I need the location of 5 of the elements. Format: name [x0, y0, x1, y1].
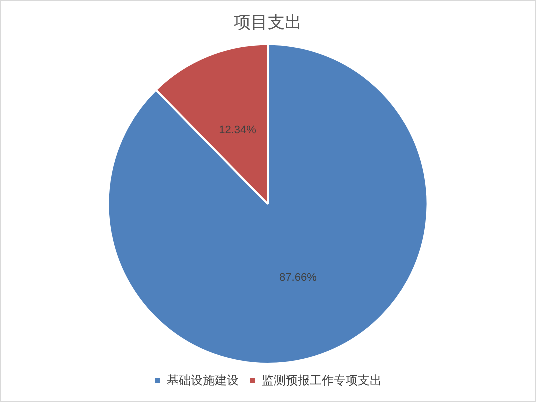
chart-title: 项目支出	[234, 12, 302, 32]
legend-label: 监测预报工作专项支出	[262, 373, 382, 388]
data-label: 12.34%	[219, 124, 257, 136]
legend-label: 基础设施建设	[167, 373, 239, 388]
data-label: 87.66%	[280, 272, 318, 284]
